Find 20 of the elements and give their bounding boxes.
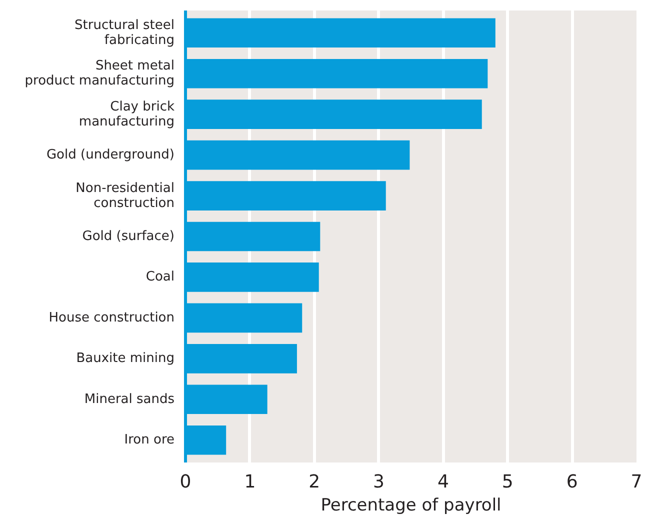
x-tick-label: 1 [244, 472, 256, 492]
y-tick-label: Structural steel fabricating [74, 18, 175, 48]
y-tick-label: Bauxite mining [76, 351, 175, 366]
y-tick-label: Sheet metal product manufacturing [24, 58, 175, 89]
y-tick-label: Clay brick manufacturing [78, 99, 175, 130]
x-tick-label: 6 [566, 472, 578, 492]
y-tick-label: Iron ore [124, 432, 175, 448]
x-tick-label: 2 [308, 472, 320, 492]
y-tick-label: Gold (surface) [82, 229, 175, 244]
x-tick-label: 4 [437, 472, 449, 492]
x-tick-label: 7 [630, 472, 642, 492]
y-tick-label: Non-residential construction [76, 180, 174, 211]
x-axis-title: Percentage of payroll [320, 496, 502, 516]
y-tick-label: Coal [146, 270, 174, 285]
y-tick-label: Gold (underground) [46, 148, 175, 163]
y-tick-label: Mineral sands [84, 392, 175, 407]
x-tick-label: 3 [373, 472, 385, 492]
y-tick-label: House construction [48, 310, 175, 326]
x-tick-label: 5 [502, 472, 514, 492]
x-tick-label: 0 [180, 472, 192, 492]
